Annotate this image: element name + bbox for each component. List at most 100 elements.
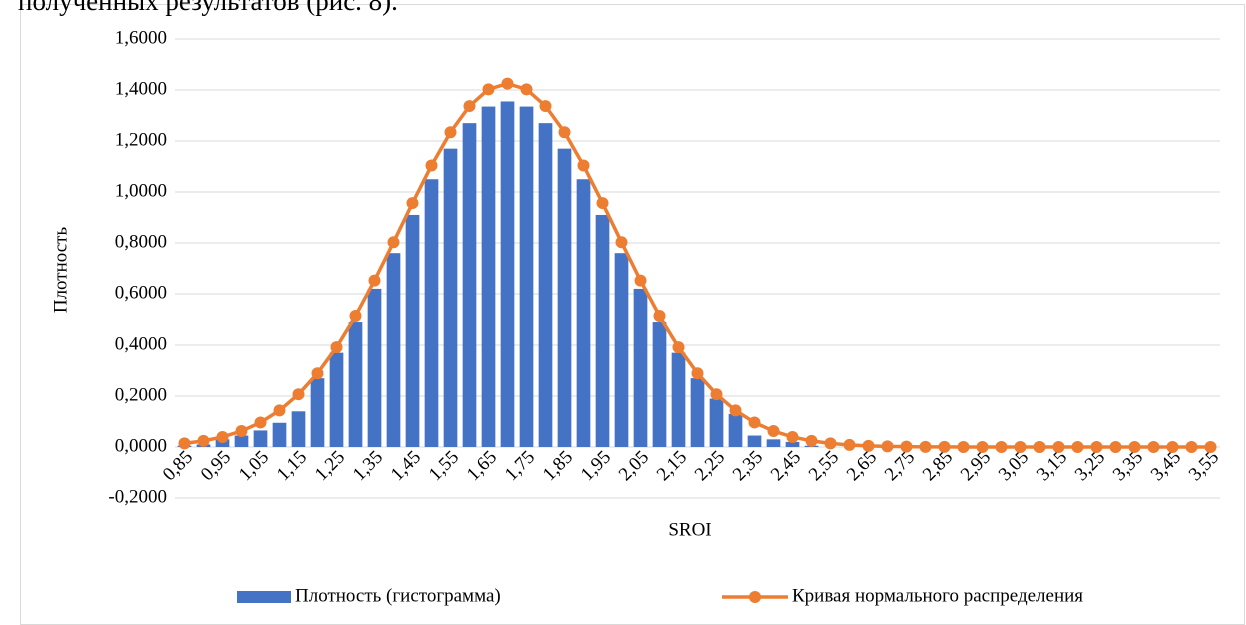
marker (805, 434, 818, 447)
y-tick-label: -0,2000 (108, 486, 167, 507)
marker (539, 100, 552, 113)
y-tick-label: 0,8000 (115, 231, 167, 252)
bar (747, 435, 762, 447)
bar (405, 214, 420, 447)
marker (1090, 441, 1103, 453)
bar (462, 123, 477, 448)
marker (653, 310, 666, 323)
marker (444, 126, 457, 139)
bar (652, 322, 667, 447)
bar (671, 352, 686, 447)
marker (1185, 441, 1198, 453)
marker (1071, 441, 1084, 453)
marker (235, 425, 248, 438)
marker (1052, 441, 1065, 453)
bar (443, 148, 458, 447)
bar (728, 413, 743, 447)
y-tick-label: 1,4000 (115, 78, 167, 99)
bar (310, 378, 325, 447)
bar (272, 422, 287, 447)
marker (748, 416, 761, 429)
caption-mask-bg (0, 0, 1246, 4)
marker (463, 100, 476, 113)
bar (709, 398, 724, 447)
y-tick-label: 1,0000 (115, 180, 167, 201)
y-axis-label: Плотность (50, 227, 71, 314)
y-tick-label: 0,0000 (115, 435, 167, 456)
y-tick-label: 0,4000 (115, 333, 167, 354)
marker (843, 438, 856, 451)
bar (215, 439, 230, 447)
bar (367, 288, 382, 447)
bar (614, 253, 629, 447)
bar (424, 179, 439, 447)
marker (1204, 441, 1217, 453)
marker (786, 430, 799, 443)
bar (690, 378, 705, 447)
marker (197, 434, 210, 447)
marker (729, 404, 742, 417)
legend-swatch (237, 591, 291, 603)
bar (500, 101, 515, 447)
marker (672, 341, 685, 354)
marker (767, 425, 780, 438)
marker (881, 440, 894, 453)
marker (862, 439, 875, 452)
marker (482, 83, 495, 96)
bar (329, 352, 344, 447)
marker (406, 197, 419, 210)
bar (576, 179, 591, 447)
marker (273, 404, 286, 417)
marker (254, 416, 267, 429)
marker (558, 126, 571, 139)
bar (481, 106, 496, 447)
marker (995, 441, 1008, 453)
marker (216, 430, 229, 443)
bar (291, 411, 306, 447)
marker (919, 440, 932, 453)
marker (615, 236, 628, 249)
marker (1166, 441, 1179, 453)
y-tick-label: 1,2000 (115, 129, 167, 150)
marker (1128, 441, 1141, 453)
legend-marker (749, 591, 761, 603)
marker (900, 440, 913, 453)
chart-frame (20, 4, 1245, 625)
marker (330, 341, 343, 354)
bar (386, 253, 401, 447)
legend-label: Кривая нормального распределения (792, 585, 1083, 606)
marker (1014, 441, 1027, 453)
marker (311, 367, 324, 380)
marker (824, 437, 837, 450)
marker (501, 77, 514, 90)
bar (234, 435, 249, 447)
bar (253, 430, 268, 447)
marker (957, 440, 970, 453)
marker (1109, 441, 1122, 453)
marker (634, 274, 647, 287)
legend-label: Плотность (гистограмма) (295, 585, 501, 606)
marker (387, 236, 400, 249)
marker (710, 388, 723, 401)
marker (596, 197, 609, 210)
bar (557, 148, 572, 447)
bar (595, 214, 610, 447)
marker (178, 437, 191, 450)
marker (938, 440, 951, 453)
bar (633, 288, 648, 447)
bar (766, 439, 781, 447)
y-tick-label: 0,6000 (115, 282, 167, 303)
marker (577, 159, 590, 172)
marker (691, 367, 704, 380)
caption: полученных результатов (рис. 8). (18, 0, 398, 16)
y-tick-label: 1,6000 (115, 27, 167, 48)
marker (368, 274, 381, 287)
marker (425, 159, 438, 172)
bar (519, 106, 534, 447)
bar (348, 322, 363, 447)
marker (520, 83, 533, 96)
marker (1147, 441, 1160, 453)
marker (292, 388, 305, 401)
marker (1033, 441, 1046, 453)
